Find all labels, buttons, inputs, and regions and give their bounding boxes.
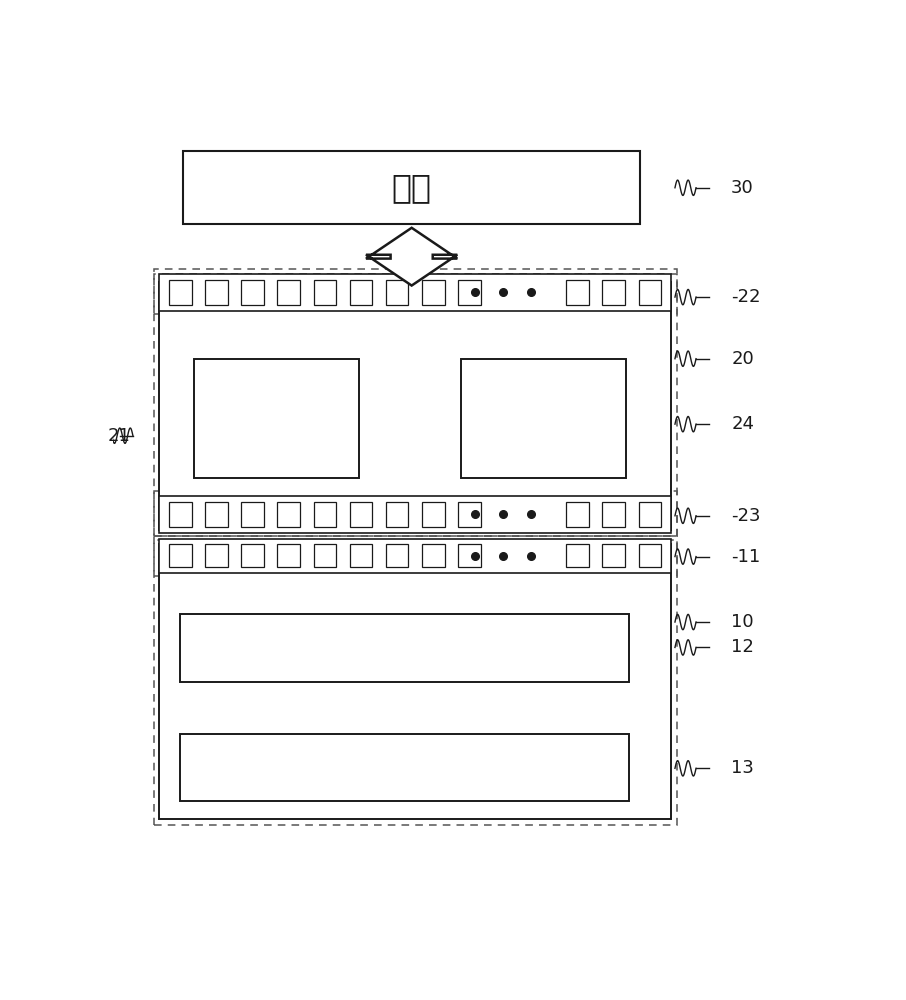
Text: ROM: ROM bbox=[516, 406, 571, 430]
Bar bbox=[159, 274, 671, 311]
Bar bbox=[154, 274, 677, 536]
Bar bbox=[350, 280, 372, 305]
Bar bbox=[350, 544, 372, 567]
Bar bbox=[313, 502, 336, 527]
Bar bbox=[422, 544, 445, 567]
Bar bbox=[241, 544, 264, 567]
Bar bbox=[458, 544, 481, 567]
Bar bbox=[206, 544, 228, 567]
Text: -11: -11 bbox=[731, 548, 760, 566]
Bar bbox=[277, 544, 300, 567]
Bar bbox=[154, 491, 677, 536]
Bar bbox=[639, 280, 661, 305]
Bar bbox=[159, 544, 671, 819]
Bar bbox=[639, 544, 661, 567]
Bar bbox=[169, 280, 192, 305]
Bar bbox=[241, 280, 264, 305]
Bar bbox=[169, 502, 192, 527]
Bar bbox=[422, 280, 445, 305]
Bar bbox=[180, 614, 630, 682]
Bar bbox=[183, 151, 640, 224]
Bar bbox=[159, 496, 671, 533]
Text: -23: -23 bbox=[731, 507, 761, 525]
Bar bbox=[154, 269, 677, 314]
Text: 20: 20 bbox=[731, 350, 754, 368]
Text: 控制器: 控制器 bbox=[255, 406, 298, 430]
Bar bbox=[458, 502, 481, 527]
Text: -22: -22 bbox=[731, 288, 761, 306]
Bar bbox=[350, 502, 372, 527]
Bar bbox=[159, 282, 671, 530]
Text: 数据区域: 数据区域 bbox=[373, 755, 437, 781]
Bar bbox=[277, 280, 300, 305]
Bar bbox=[241, 502, 264, 527]
Bar bbox=[602, 544, 625, 567]
Bar bbox=[180, 734, 630, 801]
Bar bbox=[639, 502, 661, 527]
Bar bbox=[566, 280, 589, 305]
Bar bbox=[206, 502, 228, 527]
Bar bbox=[194, 359, 359, 478]
Text: 系统区域: 系统区域 bbox=[373, 635, 437, 661]
Bar bbox=[313, 280, 336, 305]
Bar bbox=[566, 502, 589, 527]
Bar bbox=[386, 280, 409, 305]
Bar bbox=[386, 544, 409, 567]
Bar bbox=[461, 359, 626, 478]
Bar bbox=[566, 544, 589, 567]
Bar bbox=[386, 502, 409, 527]
Text: 10: 10 bbox=[731, 613, 754, 631]
Bar bbox=[206, 280, 228, 305]
Polygon shape bbox=[366, 228, 458, 286]
Text: 21: 21 bbox=[108, 427, 130, 445]
Bar bbox=[602, 280, 625, 305]
Text: 主机: 主机 bbox=[391, 171, 431, 204]
Bar bbox=[422, 502, 445, 527]
Text: 13: 13 bbox=[731, 759, 754, 777]
Text: 24: 24 bbox=[731, 415, 754, 433]
Bar bbox=[313, 544, 336, 567]
Bar bbox=[169, 544, 192, 567]
Bar bbox=[159, 539, 671, 573]
Bar bbox=[154, 540, 677, 825]
Text: 12: 12 bbox=[731, 638, 754, 656]
Bar bbox=[602, 502, 625, 527]
Bar bbox=[458, 280, 481, 305]
Bar bbox=[154, 536, 677, 576]
Text: 30: 30 bbox=[731, 179, 754, 197]
Bar bbox=[277, 502, 300, 527]
